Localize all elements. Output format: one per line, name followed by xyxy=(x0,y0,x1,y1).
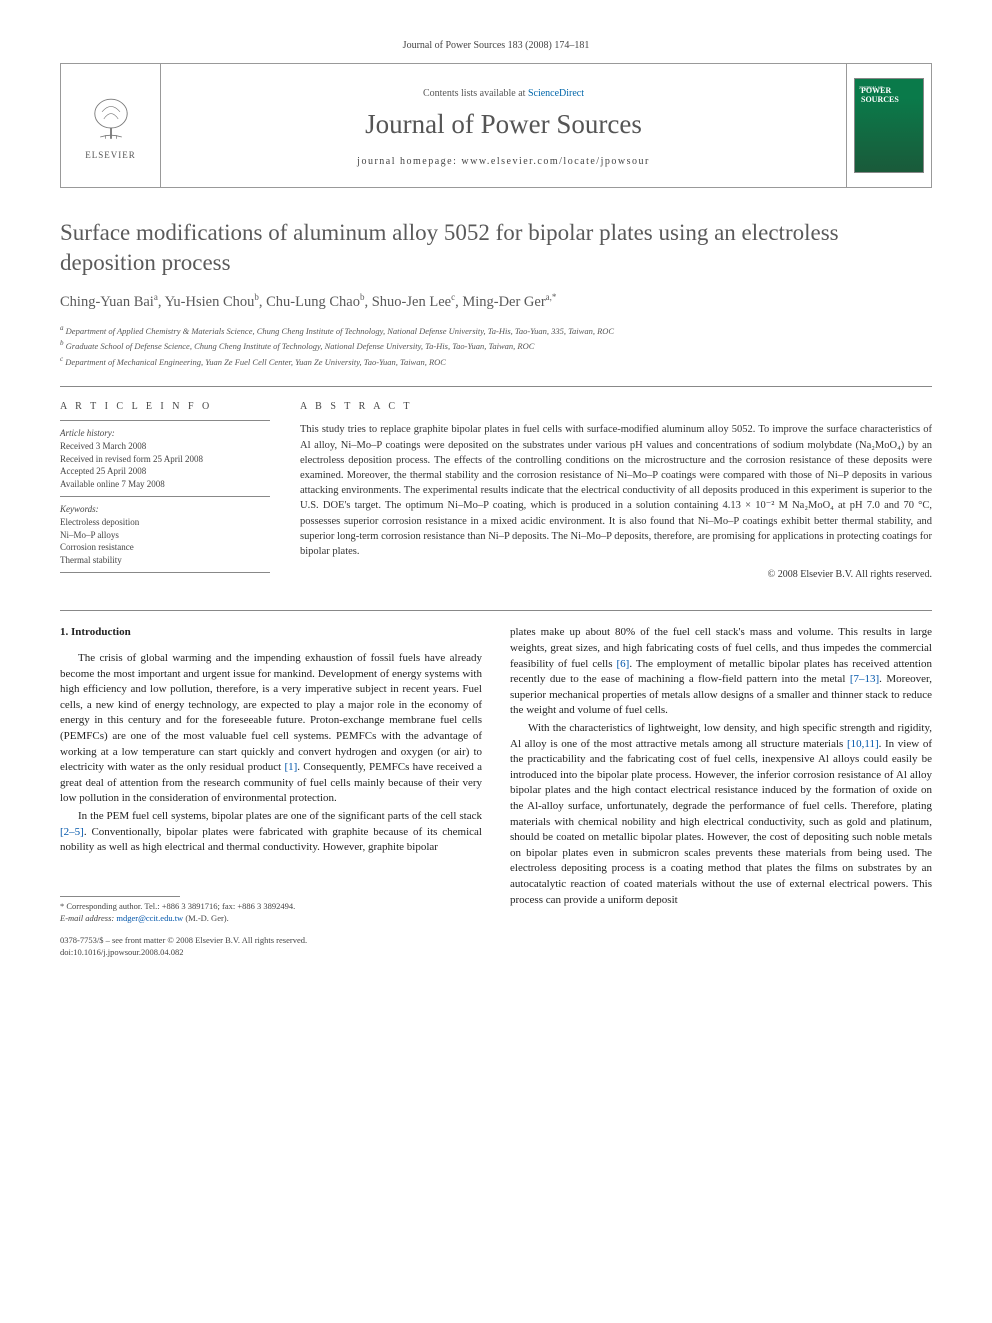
info-divider-3 xyxy=(60,572,270,573)
corresponding-author-footnote: * Corresponding author. Tel.: +886 3 389… xyxy=(60,901,482,925)
body-columns: 1. Introduction The crisis of global war… xyxy=(60,625,932,958)
article-info-column: A R T I C L E I N F O Article history: R… xyxy=(60,393,270,579)
journal-cover-thumbnail: JOURNAL OF POWER SOURCES xyxy=(854,78,924,173)
ref-link[interactable]: [6] xyxy=(617,658,630,670)
keywords-label: Keywords: xyxy=(60,503,270,516)
doi-prefix: doi: xyxy=(60,947,73,957)
author: Ching-Yuan Baia xyxy=(60,294,158,310)
footnote-rule xyxy=(60,896,180,897)
ref-link[interactable]: [1] xyxy=(284,761,297,773)
ref-link[interactable]: [10,11] xyxy=(847,738,879,750)
author: Shuo-Jen Leec xyxy=(372,294,455,310)
elsevier-label: ELSEVIER xyxy=(85,150,136,160)
keyword: Electroless deposition xyxy=(60,516,270,529)
author: Yu-Hsien Choub xyxy=(165,294,259,310)
info-divider-1 xyxy=(60,420,270,421)
history-item: Received in revised form 25 April 2008 xyxy=(60,453,270,466)
top-citation: Journal of Power Sources 183 (2008) 174–… xyxy=(60,40,932,51)
footer-block: * Corresponding author. Tel.: +886 3 389… xyxy=(60,896,482,959)
affiliation-c: c Department of Mechanical Engineering, … xyxy=(60,354,932,369)
info-divider-2 xyxy=(60,496,270,497)
info-abstract-row: A R T I C L E I N F O Article history: R… xyxy=(60,393,932,580)
contents-available-line: Contents lists available at ScienceDirec… xyxy=(173,88,834,99)
rule-mid xyxy=(60,610,932,611)
keyword: Thermal stability xyxy=(60,554,270,567)
footer-copyright-line: 0378-7753/$ – see front matter © 2008 El… xyxy=(60,935,482,947)
history-item: Received 3 March 2008 xyxy=(60,440,270,453)
homepage-url[interactable]: www.elsevier.com/locate/jpowsour xyxy=(461,156,649,167)
paragraph: In the PEM fuel cell systems, bipolar pl… xyxy=(60,809,482,856)
author: Chu-Lung Chaob xyxy=(266,294,364,310)
email-label: E-mail address: xyxy=(60,913,116,923)
footnote-star-line: * Corresponding author. Tel.: +886 3 389… xyxy=(60,901,482,913)
keyword: Ni–Mo–P alloys xyxy=(60,529,270,542)
article-title: Surface modifications of aluminum alloy … xyxy=(60,218,932,278)
body-column-right: plates make up about 80% of the fuel cel… xyxy=(510,625,932,958)
keyword: Corrosion resistance xyxy=(60,541,270,554)
email-tail: (M.-D. Ger). xyxy=(183,913,229,923)
footnote-email-line: E-mail address: mdger@ccit.edu.tw (M.-D.… xyxy=(60,913,482,925)
affiliations: a Department of Applied Chemistry & Mate… xyxy=(60,323,932,369)
ref-link[interactable]: [2–5] xyxy=(60,826,84,838)
abstract-column: A B S T R A C T This study tries to repl… xyxy=(300,393,932,580)
ref-link[interactable]: [7–13] xyxy=(850,673,879,685)
email-link[interactable]: mdger@ccit.edu.tw xyxy=(116,913,183,923)
elsevier-logo-cell: ELSEVIER xyxy=(61,64,161,187)
history-item: Accepted 25 April 2008 xyxy=(60,465,270,478)
homepage-prefix: journal homepage: xyxy=(357,156,461,167)
history-label: Article history: xyxy=(60,427,270,440)
journal-homepage-line: journal homepage: www.elsevier.com/locat… xyxy=(173,156,834,167)
rule-top xyxy=(60,386,932,387)
intro-heading: 1. Introduction xyxy=(60,625,482,641)
affiliation-b: b Graduate School of Defense Science, Ch… xyxy=(60,338,932,353)
copyright-footer: 0378-7753/$ – see front matter © 2008 El… xyxy=(60,935,482,959)
doi-link[interactable]: 10.1016/j.jpowsour.2008.04.082 xyxy=(73,947,183,957)
article-info-heading: A R T I C L E I N F O xyxy=(60,401,270,412)
paragraph: With the characteristics of lightweight,… xyxy=(510,721,932,908)
body-column-left: 1. Introduction The crisis of global war… xyxy=(60,625,482,958)
elsevier-tree-icon xyxy=(84,92,138,146)
article-history: Article history: Received 3 March 2008 R… xyxy=(60,427,270,490)
author: Ming-Der Gera,* xyxy=(462,294,556,310)
journal-cover-cell: JOURNAL OF POWER SOURCES xyxy=(846,64,931,187)
keywords-block: Keywords: Electroless deposition Ni–Mo–P… xyxy=(60,503,270,566)
contents-prefix: Contents lists available at xyxy=(423,88,528,99)
abstract-heading: A B S T R A C T xyxy=(300,401,932,412)
header-center: Contents lists available at ScienceDirec… xyxy=(161,64,846,187)
cover-title: POWER SOURCES xyxy=(861,87,919,105)
abstract-copyright: © 2008 Elsevier B.V. All rights reserved… xyxy=(300,569,932,580)
abstract-text: This study tries to replace graphite bip… xyxy=(300,422,932,559)
footer-doi-line: doi:10.1016/j.jpowsour.2008.04.082 xyxy=(60,947,482,959)
paragraph: The crisis of global warming and the imp… xyxy=(60,651,482,807)
affiliation-a: a Department of Applied Chemistry & Mate… xyxy=(60,323,932,338)
authors-line: Ching-Yuan Baia, Yu-Hsien Choub, Chu-Lun… xyxy=(60,292,932,311)
journal-name: Journal of Power Sources xyxy=(173,109,834,140)
sciencedirect-link[interactable]: ScienceDirect xyxy=(528,88,584,99)
history-item: Available online 7 May 2008 xyxy=(60,478,270,491)
journal-header-box: ELSEVIER Contents lists available at Sci… xyxy=(60,63,932,188)
paragraph: plates make up about 80% of the fuel cel… xyxy=(510,625,932,719)
